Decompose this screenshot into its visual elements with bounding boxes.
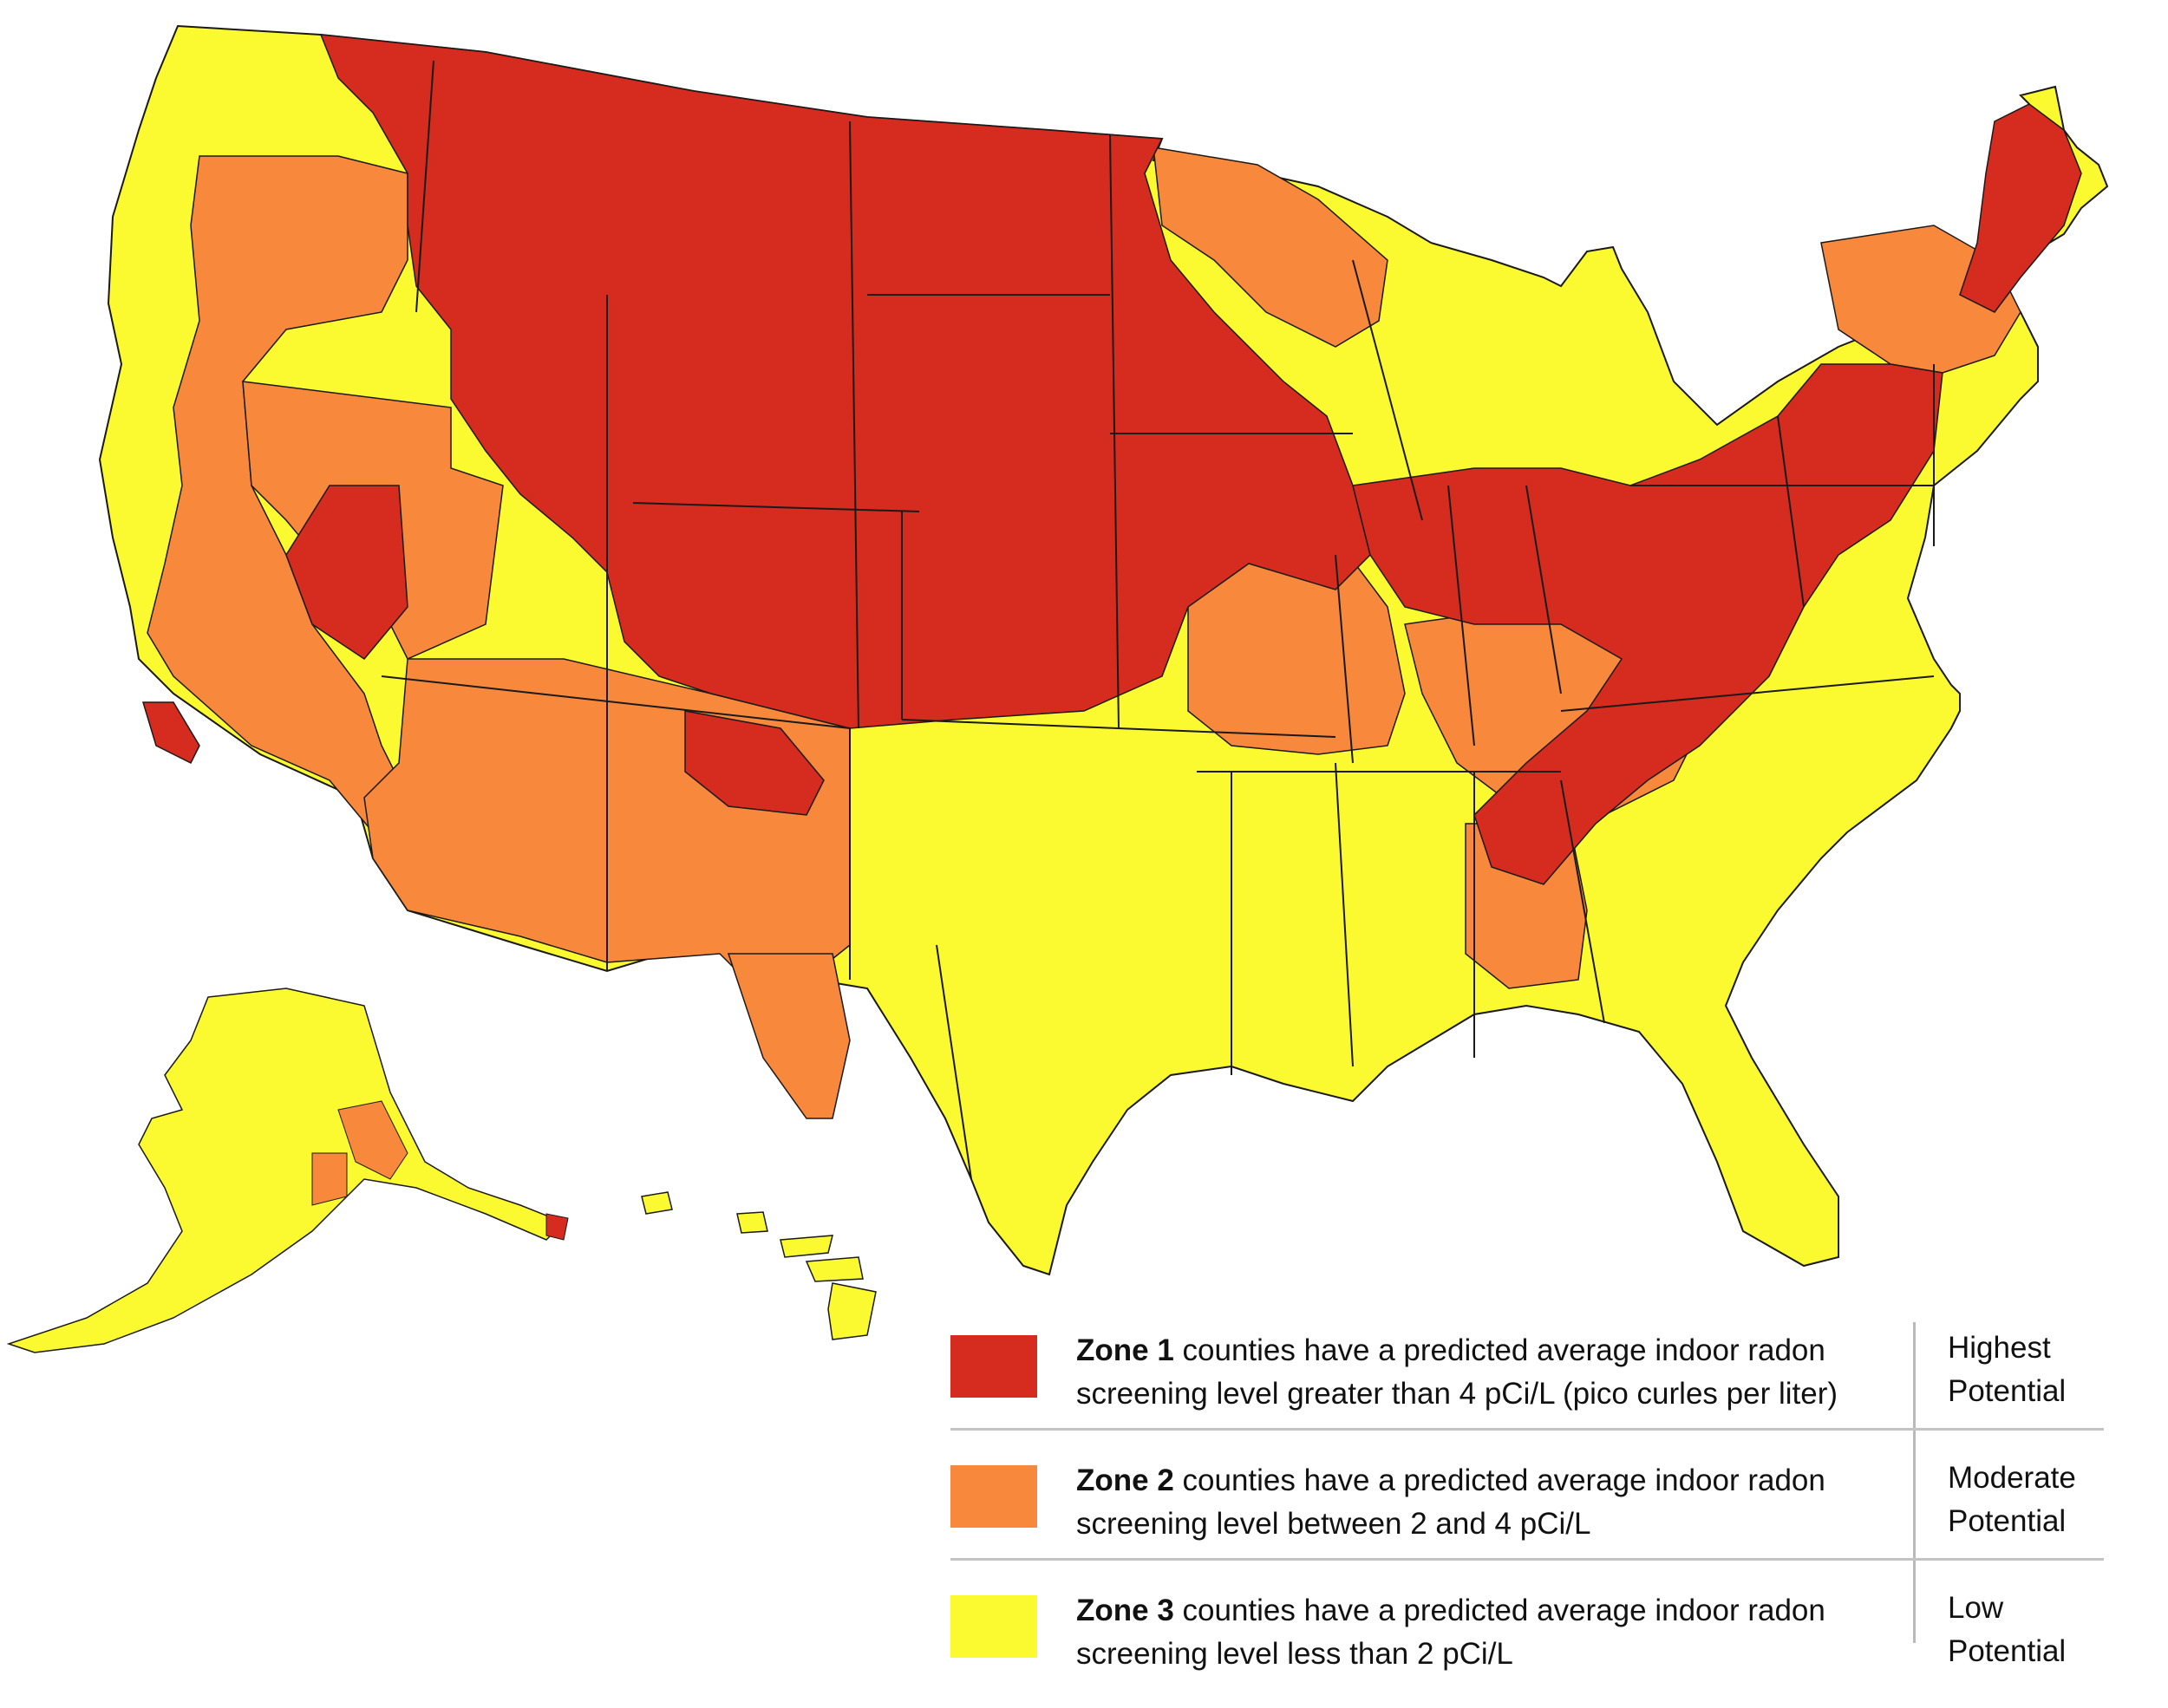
map-legend: Zone 1 counties have a predicted average… (950, 1322, 2104, 1678)
hawaii-island-1 (641, 1191, 673, 1215)
zone-1-text: counties have a predicted average indoor… (1076, 1333, 1838, 1411)
legend-row-zone-3: Zone 3 counties have a predicted average… (950, 1582, 2104, 1708)
hawaii-island-2 (736, 1211, 768, 1234)
zone-2-text: counties have a predicted average indoor… (1076, 1464, 1825, 1541)
state-boundaries (381, 60, 1935, 1180)
zone-1-swatch (950, 1335, 1037, 1398)
zone-2-potential-line1: Moderate (1948, 1461, 2076, 1495)
alaska (6, 988, 569, 1353)
zone-1-potential: Highest Potential (1948, 1327, 2104, 1413)
legend-divider-2 (950, 1558, 2104, 1561)
zone1-ohio-valley (1352, 363, 1943, 885)
zone1-utah-arizona-patch (285, 485, 408, 660)
zone1-california-coast (141, 701, 200, 765)
zone-3-potential-line1: Low (1948, 1591, 2004, 1625)
zone-3-potential-line2: Potential (1948, 1634, 2067, 1668)
zone1-new-mexico-patch (684, 710, 825, 816)
zone-1-description: Zone 1 counties have a predicted average… (1076, 1329, 1891, 1416)
zone1-northern-plains-rockies (319, 34, 1371, 729)
zone-1-potential-line2: Potential (1948, 1374, 2067, 1408)
legend-divider-1 (950, 1428, 2104, 1431)
legend-vertical-divider (1913, 1322, 1916, 1643)
zone-3-potential: Low Potential (1948, 1587, 2104, 1673)
alaska-zone2-a (337, 1100, 408, 1180)
hawaii (641, 1191, 877, 1340)
legend-row-zone-2: Zone 2 counties have a predicted average… (950, 1452, 2104, 1578)
zone-1-regions (141, 34, 2082, 885)
zone-3-swatch (950, 1595, 1037, 1658)
zone-1-potential-line1: Highest (1948, 1331, 2051, 1365)
zone2-west-texas (727, 953, 851, 1119)
zone-2-label: Zone 2 (1076, 1464, 1174, 1497)
alaska-zone2-b (311, 1152, 348, 1206)
zone-2-swatch (950, 1465, 1037, 1528)
alaska-zone1 (545, 1213, 569, 1241)
zone-3-text: counties have a predicted average indoor… (1076, 1594, 1825, 1671)
zone2-upper-midwest (1153, 147, 1388, 348)
zone-2-potential: Moderate Potential (1948, 1457, 2104, 1543)
zone-2-potential-line2: Potential (1948, 1504, 2067, 1538)
hawaii-island-4 (805, 1256, 864, 1282)
zone-2-description: Zone 2 counties have a predicted average… (1076, 1459, 1891, 1546)
legend-row-zone-1: Zone 1 counties have a predicted average… (950, 1322, 2104, 1448)
hawaii-island-big (827, 1282, 877, 1340)
alaska-shape (6, 988, 565, 1353)
zone-3-description: Zone 3 counties have a predicted average… (1076, 1589, 1891, 1676)
zone-3-label: Zone 3 (1076, 1594, 1174, 1627)
zone-1-label: Zone 1 (1076, 1333, 1174, 1367)
zone1-new-england (1959, 103, 2082, 313)
hawaii-island-3 (780, 1235, 833, 1258)
